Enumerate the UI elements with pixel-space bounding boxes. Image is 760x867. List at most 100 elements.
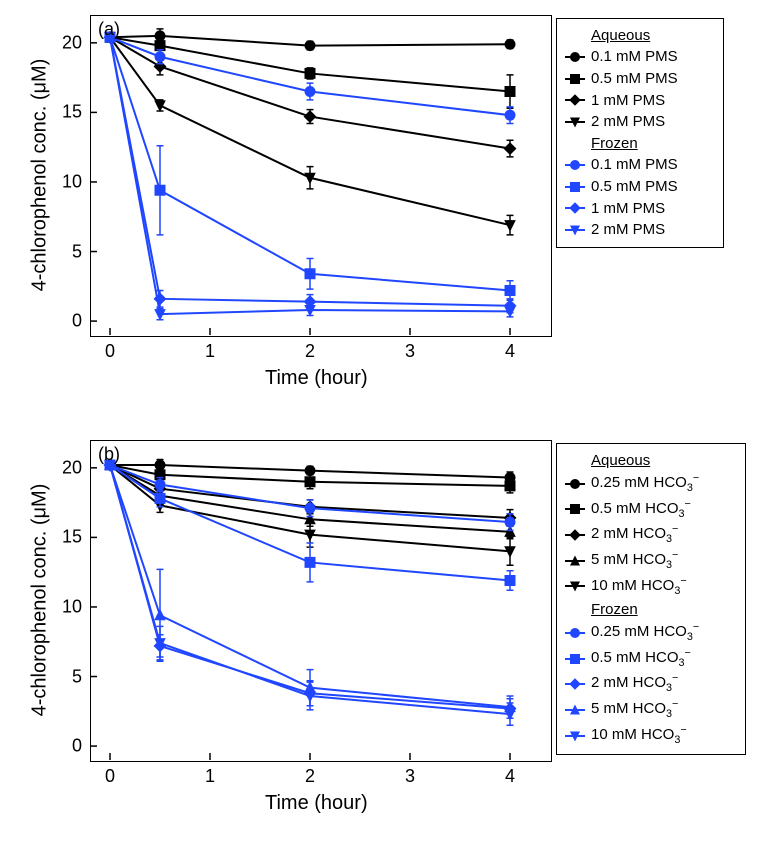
series-marker — [305, 557, 315, 567]
legend-a: Aqueous0.1 mM PMS0.5 mM PMS1 mM PMS2 mM … — [556, 18, 724, 248]
series-marker — [505, 481, 515, 491]
series-marker — [155, 52, 165, 62]
legend-item: 0.1 mM PMS — [565, 46, 715, 68]
legend-marker-icon — [565, 528, 585, 542]
legend-marker-icon — [565, 626, 585, 640]
legend-marker-icon — [565, 93, 585, 107]
figure-root: 0123405101520(a)Time (hour)4-chloropheno… — [0, 0, 760, 867]
series-marker — [305, 68, 315, 78]
legend-item: 0.5 mM HCO3− — [565, 646, 737, 672]
legend-marker-icon — [565, 115, 585, 129]
legend-marker-icon — [565, 729, 585, 743]
legend-item: 10 mM HCO3− — [565, 723, 737, 749]
legend-label: 2 mM HCO3− — [591, 671, 678, 697]
legend-label: 0.25 mM HCO3− — [591, 620, 699, 646]
legend-item: 0.25 mM HCO3− — [565, 620, 737, 646]
xtick-label: 2 — [305, 341, 315, 362]
legend-label: 2 mM PMS — [591, 219, 665, 241]
legend-label: 0.25 mM HCO3− — [591, 471, 699, 497]
legend-marker-icon — [565, 703, 585, 717]
legend-label: 0.5 mM HCO3− — [591, 646, 691, 672]
legend-label: 0.1 mM PMS — [591, 46, 678, 68]
legend-label: 5 mM HCO3− — [591, 697, 678, 723]
series-marker — [505, 517, 515, 527]
legend-item: 1 mM PMS — [565, 90, 715, 112]
series-marker — [155, 460, 165, 470]
chart-panel-a: 0123405101520(a)Time (hour)4-chloropheno… — [90, 15, 550, 335]
ytick-label: 0 — [42, 311, 82, 332]
legend-group-heading: Aqueous — [591, 27, 715, 44]
legend-item: 1 mM PMS — [565, 198, 715, 220]
series-marker — [305, 87, 315, 97]
xtick-label: 0 — [105, 766, 115, 787]
legend-item: 0.25 mM HCO3− — [565, 471, 737, 497]
series-marker — [505, 221, 515, 231]
legend-marker-icon — [565, 579, 585, 593]
legend-marker-icon — [565, 652, 585, 666]
series-marker — [505, 110, 515, 120]
xtick-label: 3 — [405, 341, 415, 362]
legend-group-heading: Frozen — [591, 135, 715, 152]
xtick-label: 4 — [505, 341, 515, 362]
legend-label: 1 mM PMS — [591, 90, 665, 112]
legend-item: 2 mM PMS — [565, 111, 715, 133]
legend-group-heading: Frozen — [591, 601, 737, 618]
plot-svg — [90, 440, 550, 760]
x-axis-label: Time (hour) — [265, 367, 368, 390]
ytick-label: 20 — [42, 32, 82, 53]
legend-marker-icon — [565, 477, 585, 491]
legend-marker-icon — [565, 201, 585, 215]
legend-group-heading: Aqueous — [591, 452, 737, 469]
series-marker — [155, 493, 165, 503]
series-marker — [155, 31, 165, 41]
legend-item: 2 mM PMS — [565, 219, 715, 241]
xtick-label: 1 — [205, 341, 215, 362]
xtick-label: 1 — [205, 766, 215, 787]
y-axis-label: 4-chlorophenol conc. (μM) — [29, 59, 52, 292]
legend-item: 0.5 mM PMS — [565, 68, 715, 90]
legend-item: 0.5 mM HCO3− — [565, 497, 737, 523]
series-marker — [305, 269, 315, 279]
legend-marker-icon — [565, 554, 585, 568]
x-axis-label: Time (hour) — [265, 792, 368, 815]
series-marker — [305, 41, 315, 51]
series-marker — [505, 39, 515, 49]
legend-item: 5 mM HCO3− — [565, 548, 737, 574]
xtick-label: 0 — [105, 341, 115, 362]
series-marker — [505, 576, 515, 586]
ytick-label: 0 — [42, 736, 82, 757]
legend-marker-icon — [565, 677, 585, 691]
ytick-label: 20 — [42, 457, 82, 478]
series-marker — [504, 143, 516, 155]
chart-panel-b: 0123405101520(b)Time (hour)4-chloropheno… — [90, 440, 550, 760]
legend-marker-icon — [565, 158, 585, 172]
series-marker — [305, 503, 315, 513]
legend-label: 2 mM PMS — [591, 111, 665, 133]
series-marker — [305, 477, 315, 487]
legend-label: 0.5 mM PMS — [591, 176, 678, 198]
xtick-label: 4 — [505, 766, 515, 787]
plot-svg — [90, 15, 550, 335]
legend-label: 10 mM HCO3− — [591, 574, 687, 600]
series-marker — [155, 480, 165, 490]
legend-item: 10 mM HCO3− — [565, 574, 737, 600]
legend-label: 10 mM HCO3− — [591, 723, 687, 749]
series-marker — [505, 87, 515, 97]
legend-label: 0.1 mM PMS — [591, 154, 678, 176]
legend-item: 2 mM HCO3− — [565, 522, 737, 548]
legend-label: 2 mM HCO3− — [591, 522, 678, 548]
series-marker — [155, 185, 165, 195]
legend-b: Aqueous0.25 mM HCO3−0.5 mM HCO3−2 mM HCO… — [556, 443, 746, 755]
legend-item: 0.5 mM PMS — [565, 176, 715, 198]
legend-label: 0.5 mM HCO3− — [591, 497, 691, 523]
legend-marker-icon — [565, 223, 585, 237]
xtick-label: 2 — [305, 766, 315, 787]
legend-label: 1 mM PMS — [591, 198, 665, 220]
legend-marker-icon — [565, 502, 585, 516]
series-marker — [505, 285, 515, 295]
series-marker — [155, 101, 165, 111]
series-marker — [304, 111, 316, 123]
legend-label: 5 mM HCO3− — [591, 548, 678, 574]
legend-marker-icon — [565, 50, 585, 64]
legend-item: 2 mM HCO3− — [565, 671, 737, 697]
